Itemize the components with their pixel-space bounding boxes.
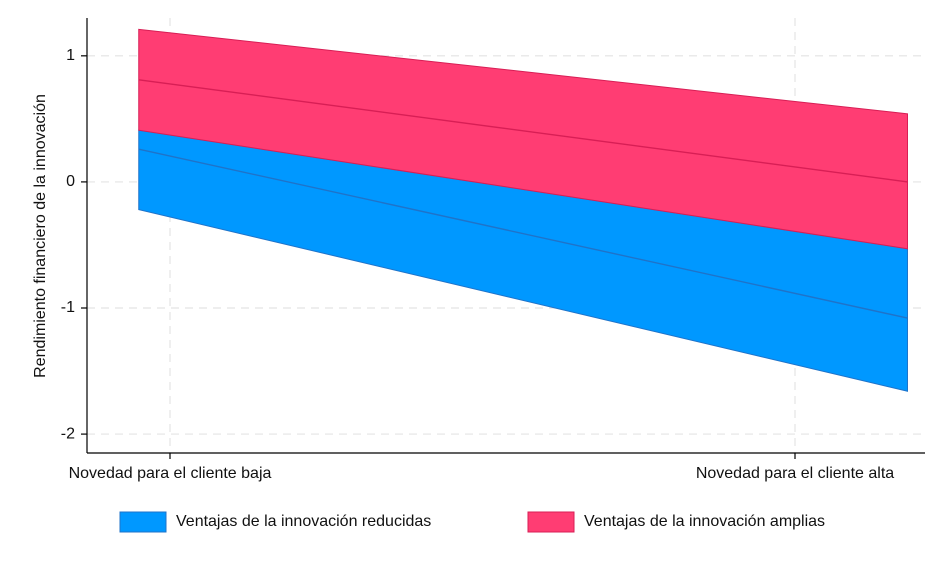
y-tick-label: -1 — [61, 299, 75, 316]
x-tick-label: Novedad para el cliente baja — [69, 465, 272, 482]
y-tick-label: -2 — [61, 425, 75, 442]
mean-line — [138, 148, 908, 319]
y-axis-title: Rendimiento financiero de la innovación — [32, 94, 49, 378]
legend-swatch — [527, 511, 575, 533]
series-lines — [138, 79, 908, 319]
y-ticks: 1 0 -1 -2 — [61, 47, 87, 442]
legend-swatch — [119, 511, 167, 533]
y-tick-label: 1 — [66, 47, 75, 64]
x-ticks: Novedad para el cliente baja Novedad para… — [69, 453, 894, 482]
mean-line — [138, 79, 908, 183]
legend-label: Ventajas de la innovación reducidas — [176, 513, 431, 530]
confidence-band — [138, 28, 908, 250]
x-tick-label: Novedad para el cliente alta — [696, 465, 894, 482]
axes — [86, 18, 925, 454]
y-tick-label: 0 — [66, 173, 75, 190]
legend: Ventajas de la innovación reducidas Venta… — [119, 511, 825, 533]
legend-label: Ventajas de la innovación amplias — [584, 513, 825, 530]
confidence-bands — [138, 28, 908, 392]
